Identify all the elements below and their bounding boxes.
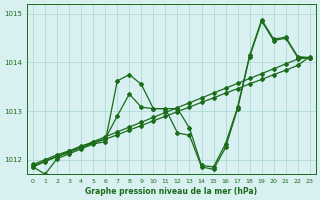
X-axis label: Graphe pression niveau de la mer (hPa): Graphe pression niveau de la mer (hPa) — [85, 187, 258, 196]
